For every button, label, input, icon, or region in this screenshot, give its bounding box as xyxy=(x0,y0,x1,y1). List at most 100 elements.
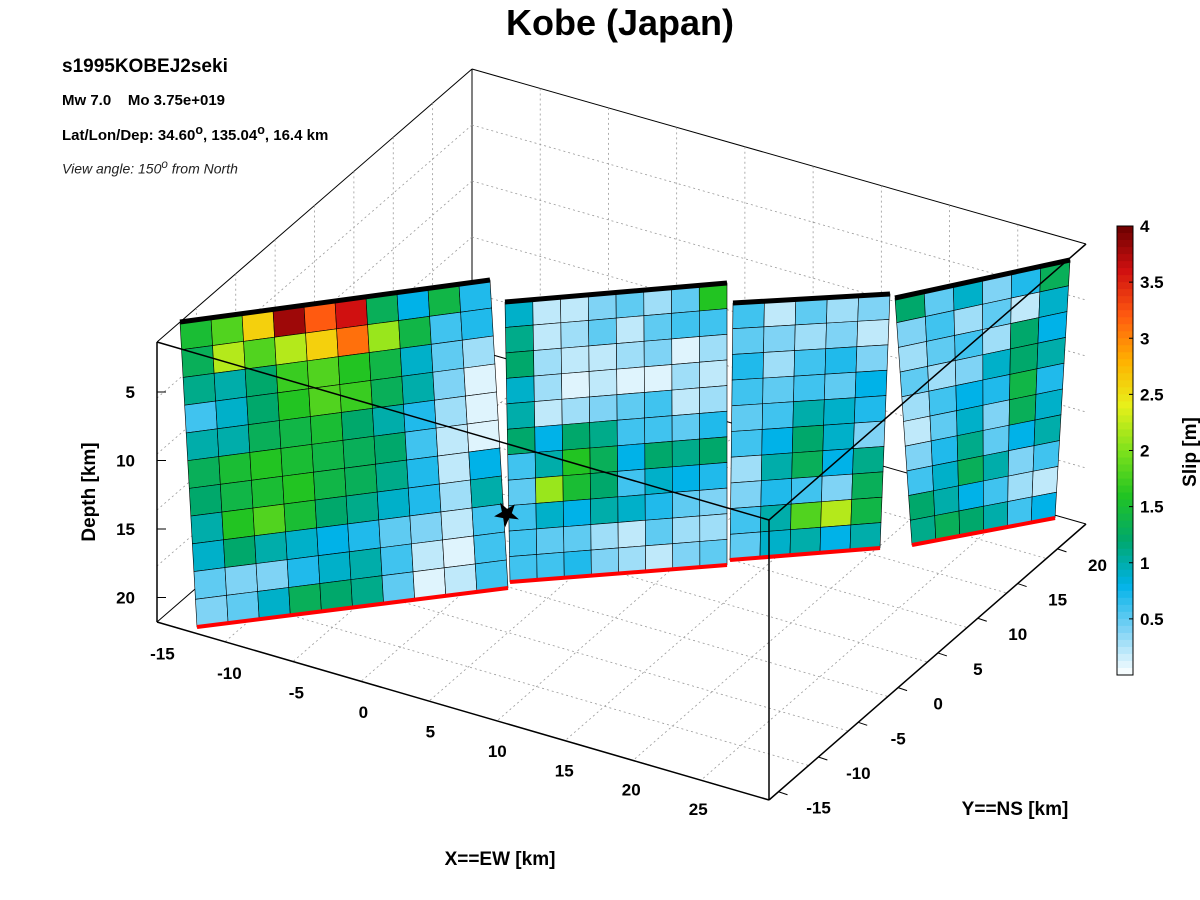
slip-cell xyxy=(534,449,564,479)
slip-cell xyxy=(506,375,535,405)
slip-cell xyxy=(819,524,852,554)
colorbar-swatch xyxy=(1117,240,1133,248)
slip-cell xyxy=(589,394,618,423)
y-tick xyxy=(1057,548,1067,553)
slip-cell xyxy=(616,392,645,421)
slip-cell xyxy=(277,388,311,421)
slip-cell xyxy=(285,527,319,561)
box-edge xyxy=(768,243,1087,521)
colorbar-tick-label: 3 xyxy=(1140,329,1149,348)
slip-cell xyxy=(793,373,826,403)
colorbar-swatch xyxy=(1117,275,1133,283)
y-tick xyxy=(778,791,788,796)
slip-cell xyxy=(731,403,763,432)
slip-cell xyxy=(368,348,403,381)
slip-cell xyxy=(671,464,701,493)
colorbar-swatch xyxy=(1117,450,1133,459)
tick-label: 10 xyxy=(1008,625,1027,644)
colorbar-swatch xyxy=(1117,464,1133,473)
slip-cell xyxy=(342,435,376,469)
slip-cell xyxy=(505,324,534,354)
slip-cell xyxy=(344,463,378,497)
y-tick xyxy=(897,687,908,692)
tick-label: -15 xyxy=(806,799,831,818)
slip-cell xyxy=(699,487,728,517)
slip-cell xyxy=(470,475,504,509)
location-line: Lat/Lon/Dep: 34.60o, 135.04o, 16.4 km xyxy=(62,123,329,144)
slip-cell xyxy=(532,322,562,351)
slip-cell xyxy=(792,399,825,428)
colorbar-swatch xyxy=(1117,590,1133,599)
slip-cell xyxy=(401,371,435,405)
colorbar-tick-label: 1.5 xyxy=(1140,498,1164,517)
colorbar-tick-label: 4 xyxy=(1140,217,1150,236)
slip-cell xyxy=(762,375,795,405)
colorbar-tick-label: 2 xyxy=(1140,442,1149,461)
slip-cell xyxy=(645,543,674,572)
slip-cell xyxy=(429,311,463,345)
slip-cell xyxy=(314,495,349,529)
box-edge xyxy=(768,523,1087,801)
segment-3 xyxy=(729,291,891,562)
colorbar-swatch xyxy=(1117,625,1133,634)
fault-top-edge xyxy=(179,277,491,325)
tick-label: -15 xyxy=(150,644,175,663)
slip-cell xyxy=(223,535,257,568)
magnitude: Mw 7.0 xyxy=(62,92,112,109)
slip-cell xyxy=(617,545,646,574)
slip-cell xyxy=(399,343,434,377)
colorbar-swatch xyxy=(1117,373,1133,381)
slip-cell xyxy=(376,487,411,521)
tick-label: 0 xyxy=(359,703,368,722)
slip-cell xyxy=(643,313,673,342)
y-tick xyxy=(977,617,987,622)
colorbar-swatch xyxy=(1117,401,1133,410)
slip-cell xyxy=(982,475,1009,507)
box-edge xyxy=(156,621,770,801)
slip-cell xyxy=(731,377,764,407)
slip-cell xyxy=(465,391,499,425)
colorbar-swatch xyxy=(1117,233,1133,241)
x-tick xyxy=(239,645,250,650)
slip-cell xyxy=(906,465,934,496)
slip-cell xyxy=(286,555,321,588)
colorbar-tick-label: 1 xyxy=(1140,554,1149,573)
colorbar-swatch xyxy=(1117,576,1133,585)
colorbar-swatch xyxy=(1117,310,1133,318)
slip-cell xyxy=(671,387,700,417)
slip-cell xyxy=(617,519,646,549)
slip-cell xyxy=(246,392,280,426)
colorbar-swatch xyxy=(1117,345,1133,353)
slip-cell xyxy=(824,346,858,375)
slip-cell xyxy=(821,448,854,477)
fault-top-edge xyxy=(504,280,728,305)
colorbar-label: Slip [m] xyxy=(1180,417,1200,487)
colorbar-swatch xyxy=(1117,331,1133,339)
slip-cell xyxy=(310,412,344,445)
slip-cell xyxy=(699,308,728,337)
slip-cell xyxy=(313,467,347,501)
slip-cell xyxy=(590,522,619,551)
slip-cell xyxy=(185,428,220,461)
tick-label: 10 xyxy=(116,452,135,471)
slip-cell xyxy=(588,343,617,372)
slip-cell xyxy=(699,359,728,389)
slip-cell xyxy=(249,448,283,481)
slip-cell xyxy=(791,450,824,479)
slip-cell xyxy=(699,462,728,491)
slip-cell xyxy=(336,324,370,358)
slip-cell xyxy=(856,319,890,348)
slip-cell xyxy=(590,496,619,525)
z-axis-label: Depth [km] xyxy=(79,442,100,541)
slip-cell xyxy=(278,416,313,449)
slip-cell xyxy=(825,320,859,349)
slip-cell xyxy=(849,522,882,551)
x-tick xyxy=(641,762,652,767)
fault-segments xyxy=(179,257,1071,629)
slip-cell xyxy=(561,371,590,400)
longitude: 135.04 xyxy=(211,127,258,144)
slip-cell xyxy=(561,396,590,426)
colorbar-swatch xyxy=(1117,562,1133,571)
slip-cell xyxy=(251,475,285,509)
